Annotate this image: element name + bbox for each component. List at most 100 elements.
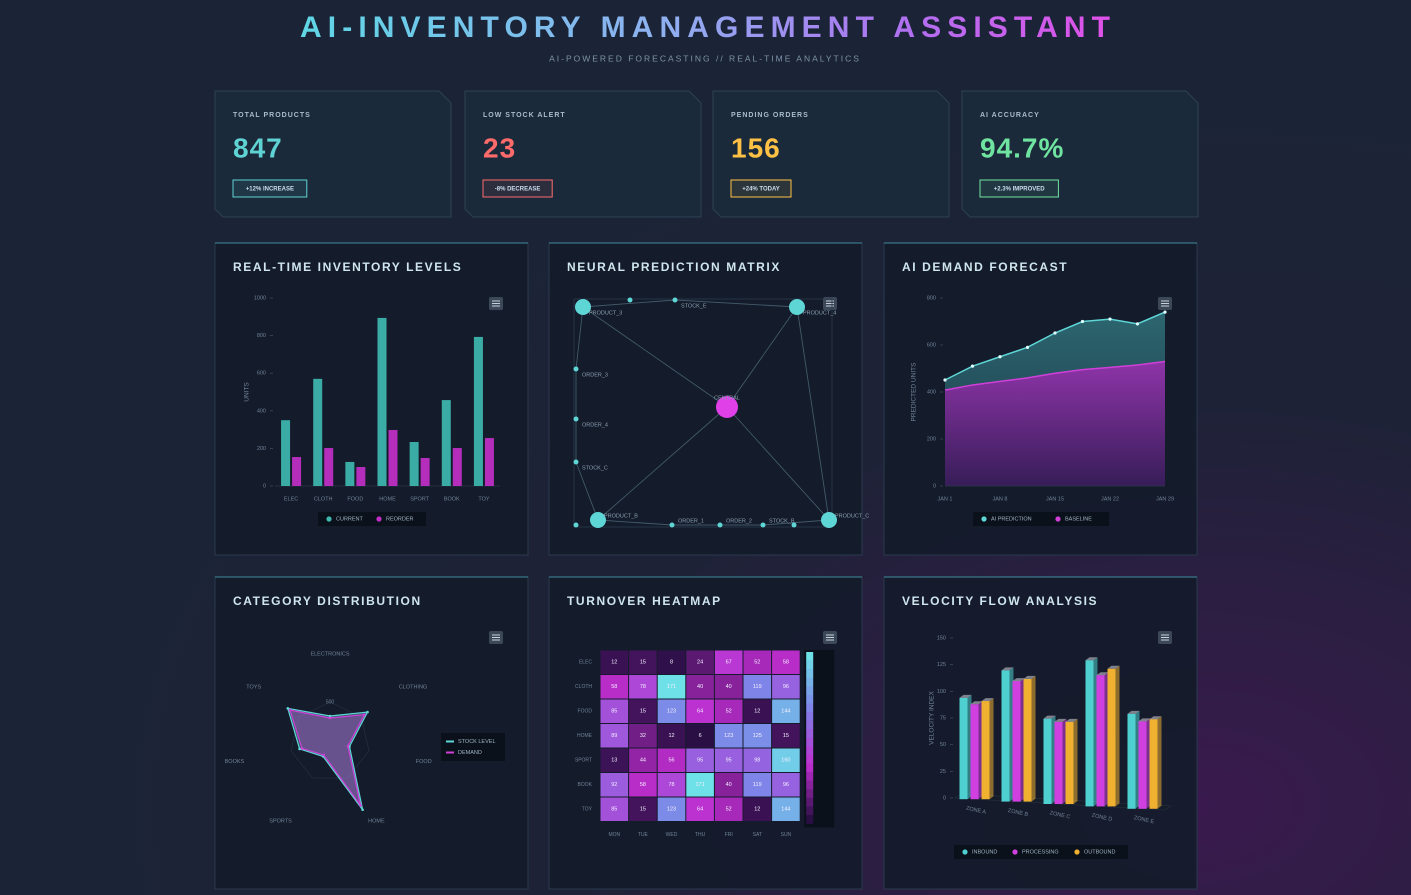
menu-button[interactable]: [1158, 297, 1172, 310]
bar: [484, 438, 494, 486]
edge: [597, 406, 728, 521]
bar-front: [1043, 718, 1052, 804]
heat-cell: [686, 748, 714, 772]
menu-button[interactable]: [489, 297, 503, 310]
bar-front: [970, 704, 979, 800]
heat-cell: [714, 675, 743, 699]
heat-cell: [772, 675, 800, 699]
cell-value: 52: [726, 807, 732, 813]
heat-cell: [629, 650, 657, 674]
bar-front: [1023, 678, 1032, 802]
kpi-card: [961, 90, 1199, 218]
node: [672, 297, 678, 303]
axis-label: TOYS: [246, 685, 261, 691]
radar-area: [286, 707, 369, 811]
node-label: STOCK_B: [769, 518, 795, 524]
heat-cell: [657, 748, 686, 772]
edge: [575, 461, 599, 521]
point: [359, 804, 362, 807]
bar: [292, 457, 302, 486]
heat-cell: [600, 675, 629, 699]
point: [366, 710, 369, 714]
bar-side: [1115, 665, 1120, 807]
legend-box: [954, 845, 1128, 859]
node: [821, 512, 837, 528]
line: [944, 360, 1166, 391]
bar: [356, 467, 366, 486]
menu-button[interactable]: [823, 297, 837, 310]
node-label: ORDER_1: [678, 518, 704, 524]
heat-cell: [600, 724, 629, 748]
colorbar: [806, 763, 814, 773]
kpi-badge: [232, 179, 308, 198]
x-tick-label: BOOK: [444, 496, 460, 502]
edge: [796, 306, 830, 521]
heat-cell: [772, 748, 800, 772]
kpi-card: [214, 90, 452, 218]
colorbar: [806, 686, 814, 696]
bar: [409, 442, 419, 486]
bar-front: [959, 697, 968, 800]
point: [1025, 345, 1030, 349]
bar: [388, 429, 398, 486]
y-tick-label: 0: [933, 483, 936, 489]
heat-cell: [743, 797, 772, 821]
heat-cell: [686, 699, 714, 723]
col-label: FRI: [725, 832, 733, 838]
y-axis-label: PREDICTED UNITS: [911, 362, 918, 422]
cell-value: 12: [611, 660, 617, 666]
bar-front: [1096, 675, 1105, 807]
point: [1053, 331, 1057, 335]
colorbar: [806, 737, 814, 747]
bar-front: [1085, 660, 1094, 807]
legend-box: [318, 512, 426, 526]
cell-value: 96: [783, 782, 789, 788]
menu-button[interactable]: [489, 631, 503, 644]
heat-cell: [629, 699, 657, 723]
heat-cell: [657, 797, 686, 821]
cell-value: 171: [667, 684, 676, 690]
bar: [473, 336, 483, 486]
heat-cell: [714, 650, 743, 674]
node-label: STOCK_C: [582, 465, 608, 471]
x-tick-label: ZONE A: [965, 806, 986, 816]
y-tick-label: 200: [927, 436, 936, 442]
point: [322, 753, 326, 757]
node: [573, 459, 579, 465]
bar-top: [1085, 657, 1098, 661]
legend-label: STOCK LEVEL: [458, 739, 496, 745]
bar-front: [1127, 713, 1136, 809]
cell-value: 78: [640, 684, 646, 690]
bar-side: [1073, 718, 1078, 804]
legend-swatch: [1074, 849, 1080, 855]
cell-value: 24: [697, 660, 703, 666]
edge: [582, 306, 728, 408]
row-label: ELEC: [579, 660, 592, 666]
heat-cell: [714, 748, 743, 772]
bar: [324, 448, 334, 486]
cell-value: 15: [783, 733, 789, 739]
legend-box: [973, 512, 1109, 526]
cell-value: 6: [699, 733, 702, 739]
colorbar: [806, 660, 814, 670]
node: [669, 522, 675, 528]
x-tick-label: SPORT: [410, 496, 429, 502]
x-tick-label: JAN 29: [1156, 496, 1174, 502]
y-tick-label: 1000: [254, 295, 266, 301]
legend-label: OUTBOUND: [1084, 849, 1116, 855]
heat-cell: [686, 650, 714, 674]
node: [590, 512, 606, 528]
bar: [377, 317, 387, 486]
bar-top: [1127, 710, 1140, 714]
col-label: WED: [666, 832, 678, 838]
colorbar: [806, 669, 814, 679]
x-tick-label: JAN 22: [1101, 496, 1119, 502]
menu-button[interactable]: [823, 631, 837, 644]
page-title: AI-INVENTORY MANAGEMENT ASSISTANT: [300, 11, 1110, 44]
bar-top: [1001, 667, 1014, 671]
menu-button[interactable]: [1158, 631, 1172, 644]
heat-cell: [657, 699, 686, 723]
point: [286, 707, 290, 710]
cell-value: 95: [697, 758, 703, 764]
y-tick-label: 400: [257, 408, 266, 414]
